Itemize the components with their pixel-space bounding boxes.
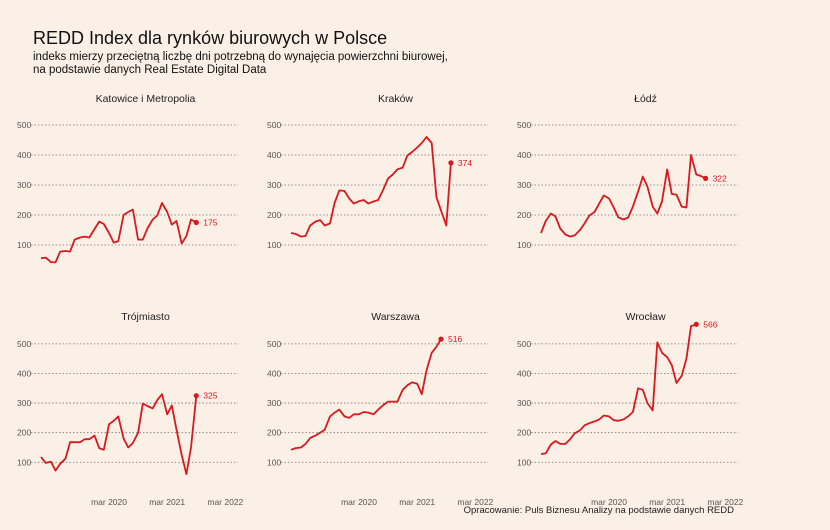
panel-6-last-value-label: 566 — [703, 319, 717, 329]
panel-3-y-tick-label: 500 — [517, 120, 531, 130]
panel-2-last-point — [448, 160, 454, 166]
panel-5-y-tick-label: 400 — [267, 368, 281, 378]
panel-1-y-tick-label: 100 — [17, 240, 31, 250]
panel-3-last-point — [702, 175, 709, 181]
panel-2-series-line — [290, 136, 452, 238]
panel-4-last-value-label: 325 — [203, 391, 217, 401]
panel-6-x-tick-label: mar 2022 — [707, 497, 743, 507]
panel-1-last-point — [193, 219, 199, 226]
panel-5-y-tick-label: 200 — [267, 428, 281, 438]
panel-6-y-tick-label: 500 — [517, 339, 531, 349]
panel-1-title: Katowice i Metropolia — [96, 93, 196, 105]
panel-4-title: Trójmiasto — [121, 311, 170, 323]
panel-1-y-tick-label: 300 — [17, 180, 31, 190]
panel-2-y-tick-label: 400 — [267, 150, 281, 160]
panel-3-y-tick-label: 100 — [517, 240, 531, 250]
panel-1-y-tick-label: 500 — [17, 120, 31, 130]
panel-5-x-tick-label: mar 2020 — [341, 497, 377, 507]
panel-4-x-tick-label: mar 2021 — [149, 497, 185, 507]
panel-5-last-value-label: 516 — [448, 334, 462, 344]
subtitle-line-2: na podstawie danych Real Estate Digital … — [33, 63, 267, 76]
panel-3-title: Łódź — [634, 93, 657, 105]
panel-2-last-value-label: 374 — [458, 158, 472, 168]
subtitle-line-1: indeks mierzy przeciętną liczbę dni potr… — [33, 51, 448, 63]
panel-6-last-point — [693, 321, 699, 327]
panel-2-title: Kraków — [378, 93, 413, 105]
panel-5-y-tick-label: 300 — [267, 398, 281, 408]
panel-3-series-line — [540, 154, 707, 238]
chart-title: REDD Index dla rynków biurowych w Polsce — [33, 28, 388, 48]
panel-5-y-tick-label: 100 — [267, 457, 281, 467]
panel-1-y-tick-label: 400 — [17, 150, 31, 160]
panel-2-y-tick-label: 300 — [267, 180, 281, 190]
chart-subtitle: indeks mierzy przeciętną liczbę dni potr… — [33, 51, 553, 76]
panel-6-title: Wrocław — [625, 311, 665, 323]
panel-3-y-tick-label: 400 — [517, 150, 531, 160]
panel-6-y-tick-label: 400 — [517, 368, 531, 378]
panel-6-y-tick-label: 200 — [517, 428, 531, 438]
panel-3-y-tick-label: 200 — [517, 210, 531, 220]
panel-6-x-tick-label: mar 2021 — [649, 497, 685, 507]
panel-5-title: Warszawa — [371, 311, 420, 323]
panel-2-y-tick-label: 200 — [267, 210, 281, 220]
panel-5-y-tick-label: 500 — [267, 339, 281, 349]
panel-3-last-value-label: 322 — [713, 173, 727, 183]
panel-4-y-tick-label: 200 — [17, 428, 31, 438]
panel-6-y-tick-label: 100 — [517, 457, 531, 467]
panel-4-y-tick-label: 100 — [17, 457, 31, 467]
panel-4-x-tick-label: mar 2022 — [207, 497, 243, 507]
panel-5-series-line — [290, 338, 442, 451]
panel-2-y-tick-label: 500 — [267, 120, 281, 130]
panel-5-last-point — [438, 336, 444, 342]
panel-1-last-value-label: 175 — [203, 218, 217, 228]
panel-5-x-tick-label: mar 2022 — [457, 497, 493, 507]
panel-4-y-tick-label: 500 — [17, 339, 31, 349]
panel-2-y-tick-label: 100 — [267, 240, 281, 250]
panel-4-series-line — [40, 393, 198, 475]
panel-4-y-tick-label: 400 — [17, 368, 31, 378]
panel-4-last-point — [193, 393, 199, 399]
panel-1-series-line — [40, 202, 197, 264]
panel-6-series-line — [540, 323, 697, 455]
panel-3-y-tick-label: 300 — [517, 180, 531, 190]
source-caption: Opracowanie: Puls Biznesu Analizy na pod… — [463, 505, 734, 516]
panel-5-x-tick-label: mar 2021 — [399, 497, 435, 507]
panel-1-y-tick-label: 200 — [17, 210, 31, 220]
panel-4-x-tick-label: mar 2020 — [91, 497, 127, 507]
panel-4-y-tick-label: 300 — [17, 398, 31, 408]
panel-6-x-tick-label: mar 2020 — [591, 497, 627, 507]
panel-6-y-tick-label: 300 — [517, 398, 531, 408]
